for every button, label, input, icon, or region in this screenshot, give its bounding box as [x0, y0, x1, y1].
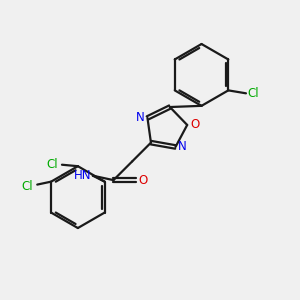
Text: N: N: [178, 140, 187, 154]
Text: N: N: [136, 112, 145, 124]
Text: HN: HN: [74, 169, 92, 182]
Text: O: O: [139, 174, 148, 187]
Text: Cl: Cl: [46, 158, 58, 171]
Text: O: O: [190, 118, 200, 131]
Text: Cl: Cl: [248, 87, 259, 100]
Text: Cl: Cl: [22, 180, 33, 193]
